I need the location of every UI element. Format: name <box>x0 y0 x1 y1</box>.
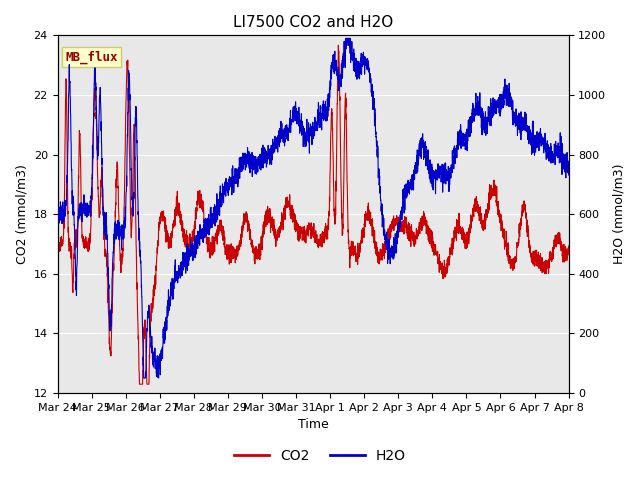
Legend: CO2, H2O: CO2, H2O <box>228 443 412 468</box>
Title: LI7500 CO2 and H2O: LI7500 CO2 and H2O <box>233 15 393 30</box>
Text: MB_flux: MB_flux <box>65 50 118 64</box>
X-axis label: Time: Time <box>298 419 328 432</box>
Y-axis label: CO2 (mmol/m3): CO2 (mmol/m3) <box>15 164 28 264</box>
Y-axis label: H2O (mmol/m3): H2O (mmol/m3) <box>612 164 625 264</box>
